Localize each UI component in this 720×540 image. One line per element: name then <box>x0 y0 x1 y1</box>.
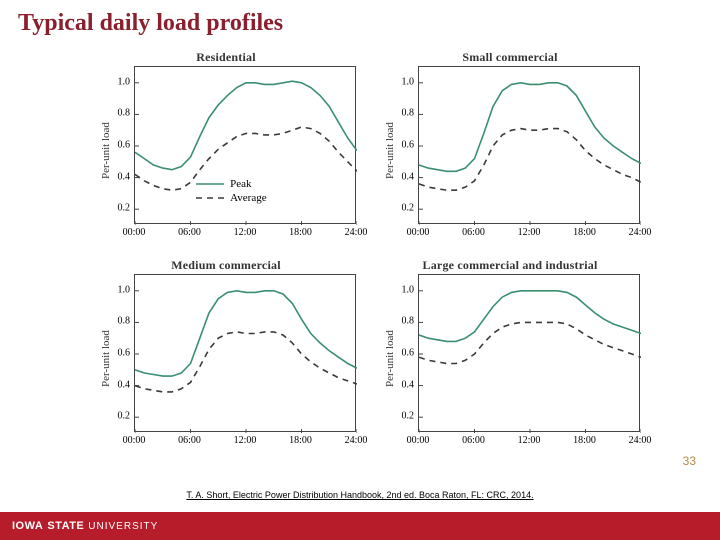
x-tick-label: 00:00 <box>123 435 146 446</box>
average-line <box>135 332 357 392</box>
average-line <box>419 322 641 363</box>
peak-line <box>419 83 641 172</box>
x-tick-label: 12:00 <box>234 435 257 446</box>
university-logo: IOWA STATE UNIVERSITY <box>12 520 158 532</box>
y-tick-label: 1.0 <box>384 76 414 87</box>
y-tick-label: 1.0 <box>100 76 130 87</box>
y-tick-label: 0.6 <box>100 140 130 151</box>
chart-panel: Small commercialPer-unit load00:0006:001… <box>374 48 646 248</box>
x-tick-label: 24:00 <box>629 435 652 446</box>
y-tick-label: 0.4 <box>100 379 130 390</box>
y-tick-label: 0.2 <box>384 203 414 214</box>
chart-svg <box>135 275 357 433</box>
footer-university: UNIVERSITY <box>88 521 158 532</box>
x-tick-label: 18:00 <box>573 227 596 238</box>
legend-swatch <box>196 193 224 203</box>
x-tick-label: 00:00 <box>407 227 430 238</box>
x-tick-label: 06:00 <box>178 435 201 446</box>
y-tick-label: 0.8 <box>100 108 130 119</box>
y-tick-label: 0.2 <box>100 203 130 214</box>
plot-area <box>134 274 356 432</box>
y-tick-label: 0.2 <box>100 411 130 422</box>
x-tick-label: 18:00 <box>289 435 312 446</box>
charts-grid: ResidentialPer-unit load00:0006:0012:001… <box>90 48 650 458</box>
x-tick-label: 24:00 <box>345 227 368 238</box>
peak-line <box>419 291 641 342</box>
plot-area <box>418 274 640 432</box>
y-tick-label: 0.4 <box>384 379 414 390</box>
y-tick-label: 0.2 <box>384 411 414 422</box>
x-tick-label: 12:00 <box>234 227 257 238</box>
chart-panel: Large commercial and industrialPer-unit … <box>374 256 646 456</box>
chart-svg <box>419 67 641 225</box>
panel-title: Residential <box>90 48 362 66</box>
x-tick-label: 12:00 <box>518 227 541 238</box>
chart-panel: ResidentialPer-unit load00:0006:0012:001… <box>90 48 362 248</box>
chart-svg <box>419 275 641 433</box>
y-tick-label: 0.6 <box>384 348 414 359</box>
x-tick-label: 06:00 <box>462 227 485 238</box>
y-tick-label: 1.0 <box>384 284 414 295</box>
x-tick-label: 24:00 <box>345 435 368 446</box>
panel-title: Medium commercial <box>90 256 362 274</box>
panel-title: Large commercial and industrial <box>374 256 646 274</box>
legend: Peak Average <box>196 177 266 205</box>
y-tick-label: 1.0 <box>100 284 130 295</box>
footer-bar: IOWA STATE UNIVERSITY <box>0 512 720 540</box>
legend-label: Average <box>230 192 266 204</box>
legend-swatch <box>196 179 224 189</box>
x-tick-label: 00:00 <box>407 435 430 446</box>
footer-iowa: IOWA <box>12 520 43 532</box>
y-tick-label: 0.8 <box>384 108 414 119</box>
x-tick-label: 06:00 <box>462 435 485 446</box>
x-tick-label: 12:00 <box>518 435 541 446</box>
y-tick-label: 0.4 <box>384 171 414 182</box>
y-tick-label: 0.4 <box>100 171 130 182</box>
y-tick-label: 0.6 <box>100 348 130 359</box>
legend-item: Peak <box>196 177 266 191</box>
page-number: 33 <box>683 454 696 468</box>
x-tick-label: 06:00 <box>178 227 201 238</box>
x-tick-label: 18:00 <box>289 227 312 238</box>
panel-title: Small commercial <box>374 48 646 66</box>
x-tick-label: 24:00 <box>629 227 652 238</box>
average-line <box>419 129 641 191</box>
peak-line <box>135 291 357 376</box>
legend-item: Average <box>196 191 266 205</box>
chart-panel: Medium commercialPer-unit load00:0006:00… <box>90 256 362 456</box>
citation-text: T. A. Short, Electric Power Distribution… <box>0 490 720 500</box>
footer-state: STATE <box>47 520 84 532</box>
plot-area <box>418 66 640 224</box>
y-tick-label: 0.8 <box>384 316 414 327</box>
peak-line <box>135 81 357 170</box>
legend-label: Peak <box>230 178 251 190</box>
page-title: Typical daily load profiles <box>18 10 283 37</box>
x-tick-label: 18:00 <box>573 435 596 446</box>
y-tick-label: 0.6 <box>384 140 414 151</box>
y-tick-label: 0.8 <box>100 316 130 327</box>
x-tick-label: 00:00 <box>123 227 146 238</box>
